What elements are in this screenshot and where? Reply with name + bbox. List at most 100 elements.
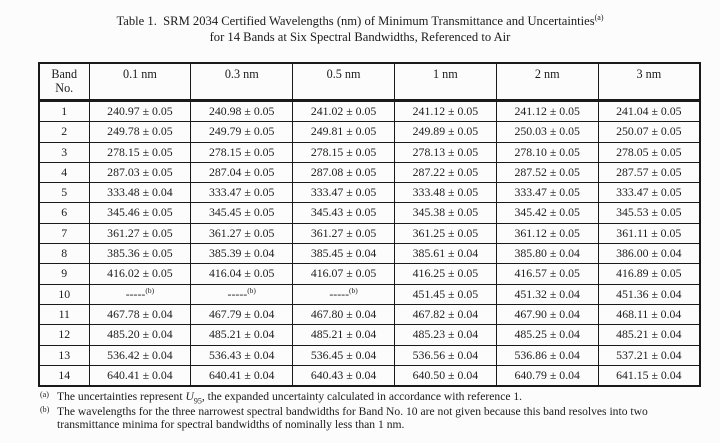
wavelength-cell: 537.21 ± 0.04	[597, 344, 701, 366]
footnote-b-ref: (b)	[349, 285, 358, 295]
band-number-cell: 11	[38, 303, 90, 326]
wavelength-cell: 249.79 ± 0.05	[190, 121, 294, 143]
wavelength-cell: 287.08 ± 0.05	[292, 161, 395, 184]
bandwidth-header: 2 nm	[495, 62, 599, 102]
wavelength-cell: 361.27 ± 0.05	[292, 222, 395, 245]
wavelength-cell: -----(b)	[88, 283, 192, 305]
band-number-cell: 2	[38, 121, 90, 143]
srm-2034-wavelength-table: Band No. 0.1 nm 0.3 nm 0.5 nm 1 nm 2 nm 3 nm 1…	[38, 62, 701, 388]
wavelength-cell: 333.47 ± 0.05	[190, 182, 294, 204]
wavelength-cell: 287.52 ± 0.05	[495, 161, 599, 184]
table-row: 4 287.03 ± 0.05 287.04 ± 0.05 287.08 ± 0.05…	[38, 161, 701, 184]
wavelength-cell: -----(b)	[292, 283, 395, 305]
wavelength-cell: 467.80 ± 0.04	[292, 303, 395, 326]
footnote-b-text: The wavelengths for the three narrowest …	[57, 404, 648, 432]
wavelength-cell: 240.98 ± 0.05	[190, 99, 294, 123]
wavelength-cell: 416.89 ± 0.05	[597, 263, 701, 285]
table-row: 10 -----(b) -----(b) -----(b) 451.45 ± 0.05 4…	[38, 283, 701, 305]
wavelength-cell: 345.38 ± 0.05	[393, 202, 497, 224]
wavelength-cell: 485.23 ± 0.04	[393, 324, 497, 346]
wavelength-cell: 467.78 ± 0.04	[88, 303, 192, 326]
band-number-cell: 4	[38, 161, 90, 184]
wavelength-cell: 416.04 ± 0.05	[190, 263, 294, 285]
wavelength-cell: 361.12 ± 0.05	[495, 222, 599, 245]
footnotes: (a) The uncertainties represent U95, the …	[40, 390, 695, 433]
wavelength-cell: 361.11 ± 0.05	[597, 222, 701, 245]
wavelength-cell: 386.00 ± 0.04	[597, 243, 701, 265]
table-row: 6 345.46 ± 0.05 345.45 ± 0.05 345.43 ± 0.05…	[38, 202, 701, 224]
footnote-b-ref: (b)	[145, 285, 155, 295]
wavelength-cell: 250.03 ± 0.05	[495, 121, 599, 143]
wavelength-cell: 641.15 ± 0.04	[597, 364, 701, 387]
wavelength-cell: 640.41 ± 0.04	[88, 364, 192, 387]
wavelength-cell: 287.04 ± 0.05	[190, 161, 294, 184]
wavelength-cell: 249.89 ± 0.05	[393, 121, 497, 143]
wavelength-cell: 278.10 ± 0.05	[495, 141, 599, 163]
wavelength-cell: 333.48 ± 0.04	[88, 182, 192, 204]
wavelength-cell: 361.27 ± 0.05	[88, 222, 192, 245]
table-number-label: Table 1.	[116, 14, 157, 28]
wavelength-cell: 640.43 ± 0.04	[292, 364, 395, 387]
band-number-cell: 8	[38, 243, 90, 265]
wavelength-cell: 345.43 ± 0.05	[292, 202, 395, 224]
wavelength-cell: 416.02 ± 0.05	[88, 263, 192, 285]
wavelength-cell: 385.61 ± 0.04	[393, 243, 497, 265]
table-title-text: SRM 2034 Certified Wavelengths (nm) of M…	[163, 14, 595, 28]
band-number-cell: 10	[38, 283, 90, 305]
table-row: 8 385.36 ± 0.05 385.39 ± 0.04 385.45 ± 0.04…	[38, 243, 701, 265]
table-row: 13 536.42 ± 0.04 536.43 ± 0.04 536.45 ± 0.0…	[38, 344, 701, 366]
bandwidth-header: 0.3 nm	[190, 62, 294, 102]
wavelength-cell: 361.27 ± 0.05	[190, 222, 294, 245]
wavelength-cell: 333.47 ± 0.05	[292, 182, 395, 204]
wavelength-cell: 385.45 ± 0.04	[292, 243, 395, 265]
wavelength-cell: 241.04 ± 0.05	[597, 99, 701, 123]
footnote-b-ref: (b)	[247, 285, 256, 295]
footnote-a-ref: (a)	[594, 12, 604, 22]
wavelength-cell: 416.57 ± 0.05	[495, 263, 599, 285]
band-number-cell: 9	[38, 263, 90, 285]
wavelength-cell: 485.21 ± 0.04	[292, 324, 395, 346]
wavelength-cell: 333.47 ± 0.05	[597, 182, 701, 204]
dash-placeholder: -----	[329, 286, 350, 301]
wavelength-cell: 416.07 ± 0.05	[292, 263, 395, 285]
wavelength-cell: 278.05 ± 0.05	[597, 141, 701, 163]
footnote-a-text-after: , the expanded uncertainty calculated in…	[201, 390, 523, 403]
wavelength-cell: 467.82 ± 0.04	[393, 303, 497, 326]
footnote-a-text-before: The uncertainties represent	[57, 390, 186, 403]
bandwidth-header: 0.5 nm	[292, 62, 395, 102]
wavelength-cell: 345.45 ± 0.05	[190, 202, 294, 224]
footnote-b-marker: (b)	[40, 404, 50, 414]
wavelength-cell: 385.39 ± 0.04	[190, 243, 294, 265]
table-row: 12 485.20 ± 0.04 485.21 ± 0.04 485.21 ± 0.0…	[38, 324, 701, 346]
footnote-b: (b) The wavelengths for the three narrowe…	[40, 405, 695, 432]
wavelength-cell: 451.45 ± 0.05	[393, 283, 497, 305]
wavelength-cell: 250.07 ± 0.05	[597, 121, 701, 143]
wavelength-cell: 278.15 ± 0.05	[88, 141, 192, 163]
wavelength-cell: 451.32 ± 0.04	[495, 283, 599, 305]
wavelength-cell: 241.12 ± 0.05	[495, 99, 599, 123]
table-row: 11 467.78 ± 0.04 467.79 ± 0.04 467.80 ± 0.0…	[38, 303, 701, 326]
wavelength-cell: 536.42 ± 0.04	[88, 344, 192, 366]
band-number-cell: 3	[38, 141, 90, 163]
footnote-a-subscript: 95	[193, 396, 202, 406]
wavelength-cell: 287.57 ± 0.05	[597, 161, 701, 184]
table-title-line1: Table 1. SRM 2034 Certified Wavelengths …	[0, 13, 720, 29]
wavelength-cell: 467.90 ± 0.04	[495, 303, 599, 326]
table-title: Table 1. SRM 2034 Certified Wavelengths …	[0, 13, 720, 45]
table-row: 2 249.78 ± 0.05 249.79 ± 0.05 249.81 ± 0.05…	[38, 121, 701, 143]
wavelength-cell: 345.53 ± 0.05	[597, 202, 701, 224]
wavelength-cell: 278.15 ± 0.05	[190, 141, 294, 163]
wavelength-cell: 287.22 ± 0.05	[393, 161, 497, 184]
wavelength-cell: 536.45 ± 0.04	[292, 344, 395, 366]
band-number-cell: 13	[38, 344, 90, 366]
wavelength-cell: 640.50 ± 0.04	[393, 364, 497, 387]
band-number-cell: 1	[38, 99, 90, 123]
wavelength-cell: 241.12 ± 0.05	[393, 99, 497, 123]
table-row: 3 278.15 ± 0.05 278.15 ± 0.05 278.15 ± 0.05…	[38, 141, 701, 163]
wavelength-cell: 385.36 ± 0.05	[88, 243, 192, 265]
bandwidth-header: 0.1 nm	[88, 62, 192, 102]
wavelength-cell: 361.25 ± 0.05	[393, 222, 497, 245]
band-number-cell: 12	[38, 324, 90, 346]
wavelength-cell: 640.41 ± 0.04	[190, 364, 294, 387]
